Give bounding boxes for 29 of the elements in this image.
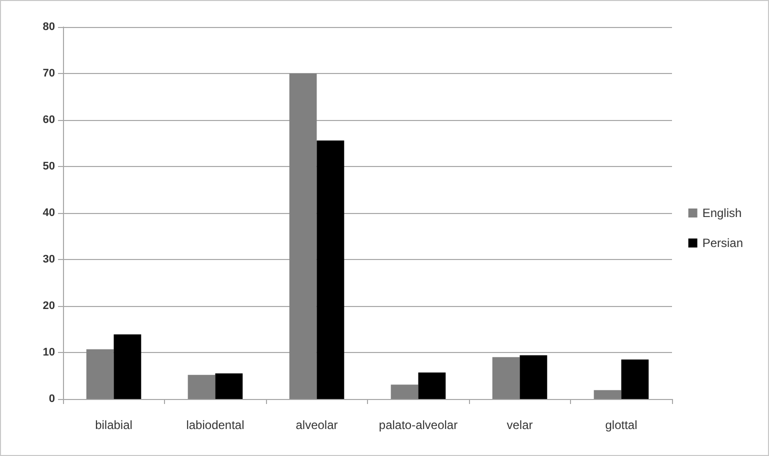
bar (289, 74, 317, 399)
x-tick-label: labiodental (186, 418, 244, 432)
y-tick-label: 70 (42, 68, 55, 80)
bar (594, 390, 622, 399)
bar (215, 373, 243, 399)
x-tick-label: alveolar (296, 418, 338, 432)
y-tick-label: 0 (48, 393, 55, 405)
bar (418, 372, 446, 399)
bar (86, 349, 114, 399)
bar (114, 334, 142, 399)
y-tick-label: 10 (42, 346, 55, 358)
legend-label: English (702, 206, 742, 220)
bar (621, 359, 649, 399)
y-tick-label: 30 (42, 254, 55, 266)
y-tick-label: 20 (42, 300, 55, 312)
x-tick-label: bilabial (95, 418, 132, 432)
y-tick-label: 80 (42, 21, 55, 33)
legend-label: Persian (702, 236, 743, 250)
bar (316, 140, 344, 399)
y-tick-label: 60 (42, 114, 55, 126)
bar (520, 355, 548, 399)
x-tick-label: glottal (605, 418, 638, 432)
bar (390, 384, 418, 399)
y-tick-label: 40 (42, 207, 55, 219)
x-tick-label: velar (506, 418, 533, 432)
bar (492, 357, 520, 399)
y-tick-label: 50 (42, 160, 55, 172)
bar (188, 374, 216, 399)
x-tick-label: palato-alveolar (378, 418, 458, 432)
